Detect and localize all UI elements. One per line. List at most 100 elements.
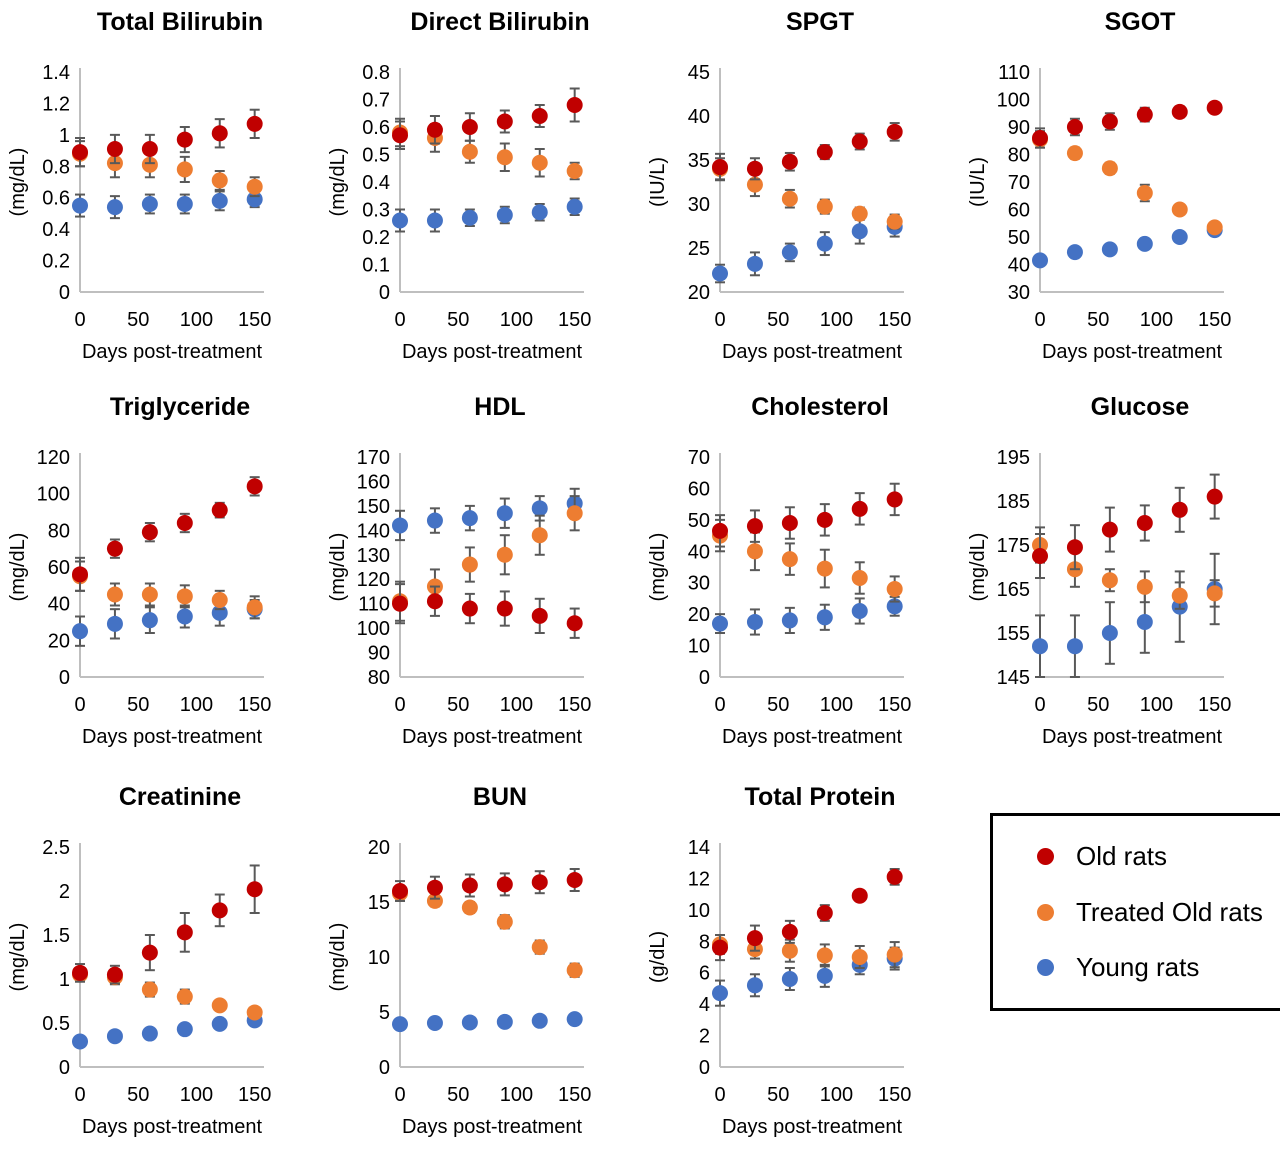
data-point — [816, 511, 833, 528]
chart-creatinine: Creatinine (mg/dL) 0 0.5 1 1.5 2 2.5 0 50 100 150 Da… — [7, 783, 271, 1138]
y-tick-label: 80 — [48, 520, 70, 542]
y-tick-label: 15 — [368, 892, 390, 914]
x-tick-label: 100 — [500, 1084, 533, 1106]
y-tick-label: 0.6 — [42, 188, 70, 210]
data-point — [426, 512, 443, 529]
data-point — [106, 966, 123, 983]
y-axis-label: (mg/dL) — [647, 533, 669, 602]
series-treated-old-rats — [392, 117, 583, 181]
y-tick-label: 0 — [379, 282, 390, 304]
series-young-rats — [1032, 552, 1223, 678]
data-point — [816, 198, 833, 215]
data-point — [781, 153, 798, 170]
data-point — [1101, 241, 1118, 258]
y-tick-label: 140 — [357, 520, 390, 542]
data-point — [1171, 103, 1188, 120]
y-tick-label: 145 — [997, 667, 1030, 689]
data-point — [426, 593, 443, 610]
data-point — [1066, 244, 1083, 261]
x-tick-label: 50 — [447, 309, 469, 331]
series-young-rats — [392, 487, 583, 542]
data-point — [816, 947, 833, 964]
data-point — [746, 930, 763, 947]
y-tick-label: 100 — [357, 618, 390, 640]
data-point — [1171, 229, 1188, 245]
data-point — [141, 196, 158, 212]
data-point — [851, 603, 868, 619]
data-point — [72, 623, 88, 640]
data-point — [72, 144, 88, 161]
data-point — [496, 876, 513, 893]
x-tick-label: 50 — [767, 694, 789, 716]
y-tick-label: 80 — [1008, 145, 1030, 167]
x-tick-label: 100 — [180, 1084, 213, 1106]
x-tick-label: 0 — [74, 1084, 85, 1106]
data-point — [176, 161, 193, 178]
y-tick-label: 120 — [357, 569, 390, 591]
data-point — [1136, 515, 1153, 531]
x-tick-label: 0 — [394, 1084, 405, 1106]
chart-direct-bilirubin: Direct Bilirubin (mg/dL) 0 0.1 0.2 0.3 0.4 0.5 0… — [327, 8, 591, 363]
y-tick-label: 100 — [37, 484, 70, 506]
chart-title: Creatinine — [119, 783, 241, 811]
y-tick-label: 1 — [59, 125, 70, 147]
x-tick-label: 0 — [714, 309, 725, 331]
y-axis-label: (mg/dL) — [327, 148, 349, 217]
data-point — [461, 119, 478, 135]
x-tick-label: 150 — [238, 694, 271, 716]
data-point — [211, 1015, 228, 1032]
data-point — [1136, 578, 1153, 595]
chart-cell-creatinine: Creatinine (mg/dL) 0 0.5 1 1.5 2 2.5 0 50 100 150 Da… — [0, 775, 320, 1157]
x-tick-label: 0 — [1034, 694, 1045, 716]
y-tick-label: 0.2 — [42, 251, 70, 273]
data-point — [781, 244, 798, 261]
x-axis-label: Days post-treatment — [1042, 341, 1223, 363]
data-point — [712, 615, 728, 632]
series-young-rats — [392, 1011, 583, 1033]
data-point — [496, 149, 513, 166]
data-point — [211, 902, 228, 919]
chart-title: Glucose — [1091, 393, 1190, 421]
data-point — [1171, 501, 1188, 518]
y-tick-label: 1.2 — [42, 93, 70, 115]
series-young-rats — [72, 599, 263, 647]
data-point — [426, 1015, 443, 1031]
data-point — [886, 581, 903, 597]
chart-triglyceride: Triglyceride (mg/dL) 0 20 40 60 80 100 120 0 50 100… — [7, 393, 271, 748]
data-point — [176, 988, 193, 1005]
data-point — [496, 113, 513, 130]
y-tick-label: 60 — [688, 478, 710, 500]
legend-item-old-rats: Old rats — [1037, 841, 1280, 872]
data-point — [106, 199, 123, 216]
data-point — [816, 560, 833, 577]
series-old-rats — [72, 864, 263, 985]
chart-cell-hdl: HDL (mg/dL) 80 90 100 110 120 130 140 150 160 170 0 5… — [320, 385, 640, 775]
data-point — [246, 178, 263, 195]
x-tick-label: 0 — [394, 309, 405, 331]
legend-label-old-rats: Old rats — [1076, 840, 1168, 871]
data-point — [246, 115, 263, 132]
chart-title: Cholesterol — [751, 393, 889, 421]
data-point — [746, 614, 763, 630]
series-treated-old-rats — [1032, 526, 1223, 610]
y-tick-label: 0 — [699, 667, 710, 689]
data-point — [461, 510, 478, 527]
series-young-rats — [392, 197, 583, 233]
data-point — [781, 612, 798, 629]
y-tick-label: 150 — [357, 496, 390, 518]
series-old-rats — [72, 476, 263, 592]
data-point — [72, 197, 88, 214]
x-axis-label: Days post-treatment — [402, 1116, 583, 1138]
data-point — [566, 97, 583, 113]
x-tick-label: 150 — [238, 1084, 271, 1106]
data-point — [816, 905, 833, 921]
chart-title: SPGT — [786, 8, 854, 36]
data-point — [392, 127, 408, 144]
data-point — [566, 198, 583, 215]
y-tick-label: 0.5 — [42, 1013, 70, 1035]
data-point — [531, 527, 548, 544]
series-treated-old-rats — [72, 966, 263, 1021]
series-treated-old-rats — [72, 560, 263, 620]
series-treated-old-rats — [712, 934, 903, 969]
